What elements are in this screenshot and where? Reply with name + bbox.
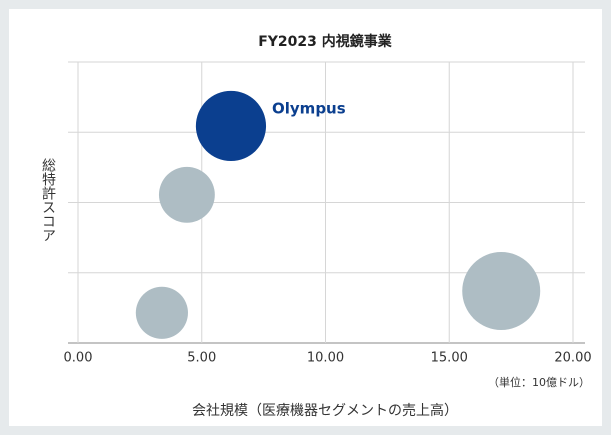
unit-note: （単位：10億ドル） xyxy=(488,375,590,389)
panel xyxy=(9,9,602,426)
bubble-label: Olympus xyxy=(272,99,346,117)
x-tick-label: 5.00 xyxy=(187,351,216,366)
x-axis-label: 会社規模（医療機器セグメントの売上高） xyxy=(192,402,458,419)
bubble xyxy=(462,252,541,331)
bubble xyxy=(135,286,188,339)
x-tick-label: 0.00 xyxy=(64,351,93,366)
bubble xyxy=(195,90,267,161)
chart-title: FY2023 内視鏡事業 xyxy=(258,33,393,50)
x-tick-label: 10.00 xyxy=(307,351,344,366)
y-axis-label: 総特許スコア xyxy=(40,158,56,242)
bubble xyxy=(158,166,215,223)
x-tick-label: 15.00 xyxy=(431,351,468,366)
x-tick-label: 20.00 xyxy=(554,351,591,366)
